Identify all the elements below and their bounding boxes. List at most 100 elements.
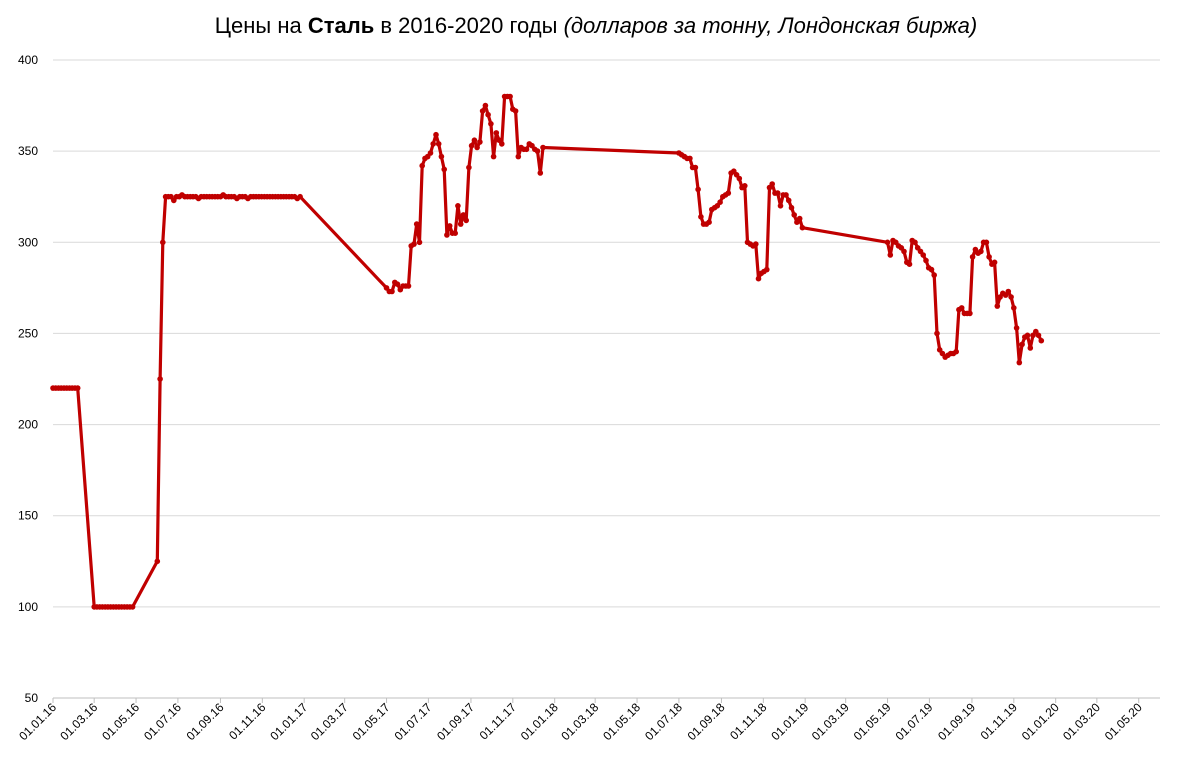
data-point bbox=[471, 137, 478, 143]
data-point bbox=[419, 162, 426, 169]
data-point bbox=[457, 221, 464, 227]
y-tick-label: 50 bbox=[25, 691, 39, 705]
data-point bbox=[411, 241, 417, 247]
data-point bbox=[477, 139, 483, 145]
data-point bbox=[485, 111, 491, 118]
data-point bbox=[389, 288, 395, 295]
data-point bbox=[884, 239, 891, 246]
data-point bbox=[499, 141, 505, 147]
data-point bbox=[1011, 305, 1017, 311]
data-point bbox=[769, 181, 775, 187]
data-point bbox=[698, 214, 704, 220]
data-point bbox=[537, 170, 544, 176]
data-point bbox=[430, 141, 437, 147]
x-tick-label: 01.11.17 bbox=[477, 700, 520, 743]
data-point bbox=[460, 212, 467, 218]
data-point bbox=[796, 215, 803, 222]
data-point bbox=[463, 217, 470, 224]
data-point bbox=[1024, 332, 1031, 339]
x-tick-label: 01.05.17 bbox=[350, 700, 393, 743]
chart-title-middle: в 2016-2020 годы bbox=[374, 13, 563, 38]
chart-title-bold: Сталь bbox=[308, 13, 374, 38]
data-point bbox=[523, 146, 530, 153]
data-point bbox=[157, 376, 163, 382]
data-point bbox=[736, 175, 743, 182]
data-point bbox=[953, 348, 959, 355]
data-point bbox=[901, 248, 907, 255]
x-tick-label: 01.01.18 bbox=[518, 700, 561, 743]
data-point bbox=[983, 239, 990, 246]
x-tick-label: 01.01.17 bbox=[267, 700, 310, 743]
data-point bbox=[923, 257, 929, 264]
x-tick-label: 01.05.19 bbox=[851, 700, 894, 743]
y-tick-label: 200 bbox=[18, 418, 38, 432]
data-point bbox=[764, 266, 770, 273]
data-point bbox=[742, 183, 748, 189]
data-point bbox=[515, 153, 522, 160]
x-tick-label: 01.03.20 bbox=[1060, 700, 1103, 743]
data-point bbox=[74, 385, 81, 391]
data-point bbox=[1005, 288, 1012, 295]
y-tick-label: 100 bbox=[18, 600, 38, 614]
x-tick-label: 01.09.18 bbox=[685, 700, 728, 743]
x-tick-label: 01.03.16 bbox=[57, 700, 100, 743]
data-point bbox=[799, 224, 806, 231]
y-tick-label: 150 bbox=[18, 509, 38, 523]
data-point bbox=[906, 261, 913, 268]
data-point bbox=[446, 223, 453, 229]
x-tick-label: 01.09.19 bbox=[935, 700, 978, 743]
x-tick-label: 01.05.16 bbox=[99, 700, 142, 743]
data-point bbox=[692, 164, 699, 171]
data-point bbox=[468, 142, 475, 149]
data-point bbox=[488, 121, 494, 127]
x-tick-label: 01.01.20 bbox=[1019, 700, 1062, 743]
data-point bbox=[725, 190, 732, 196]
x-tick-label: 01.07.19 bbox=[893, 700, 936, 743]
data-point bbox=[931, 272, 937, 278]
data-point bbox=[774, 190, 781, 196]
data-point bbox=[540, 144, 546, 151]
y-tick-label: 400 bbox=[18, 53, 38, 67]
chart-title: Цены на Сталь в 2016-2020 годы (долларов… bbox=[215, 13, 977, 38]
data-point bbox=[958, 305, 965, 311]
data-point bbox=[297, 193, 303, 200]
series-line bbox=[53, 94, 1043, 609]
x-tick-label: 01.11.19 bbox=[978, 700, 1021, 743]
data-point bbox=[394, 281, 401, 288]
data-point bbox=[978, 248, 984, 255]
x-tick-label: 01.05.20 bbox=[1102, 700, 1145, 743]
data-point bbox=[695, 186, 701, 193]
x-tick-label: 01.11.16 bbox=[226, 700, 269, 743]
data-point bbox=[755, 275, 762, 282]
data-point bbox=[482, 102, 489, 109]
x-tick-label: 01.01.16 bbox=[16, 700, 59, 743]
data-point bbox=[1016, 359, 1023, 366]
data-point bbox=[706, 219, 712, 225]
data-point bbox=[444, 232, 450, 238]
data-point bbox=[994, 303, 1001, 309]
data-point bbox=[441, 166, 448, 173]
data-point bbox=[791, 212, 797, 218]
x-tick-label: 01.09.17 bbox=[434, 700, 477, 743]
data-point bbox=[455, 203, 461, 209]
data-point bbox=[466, 164, 472, 171]
y-tick-label: 300 bbox=[18, 235, 38, 249]
data-point bbox=[129, 604, 136, 610]
x-tick-label: 01.03.17 bbox=[308, 700, 351, 743]
data-point bbox=[154, 558, 161, 565]
data-point bbox=[986, 254, 992, 260]
data-point bbox=[887, 252, 894, 258]
data-point bbox=[788, 204, 795, 211]
data-point bbox=[912, 239, 918, 246]
data-point bbox=[1019, 341, 1025, 348]
data-point bbox=[785, 197, 792, 204]
data-point bbox=[452, 230, 459, 236]
data-point bbox=[928, 266, 935, 273]
x-tick-label: 01.09.16 bbox=[184, 700, 227, 743]
y-tick-label: 350 bbox=[18, 144, 38, 158]
x-tick-label: 01.03.18 bbox=[558, 700, 601, 743]
data-point bbox=[934, 330, 940, 337]
gridlines bbox=[53, 59, 1160, 608]
data-point bbox=[777, 203, 784, 209]
